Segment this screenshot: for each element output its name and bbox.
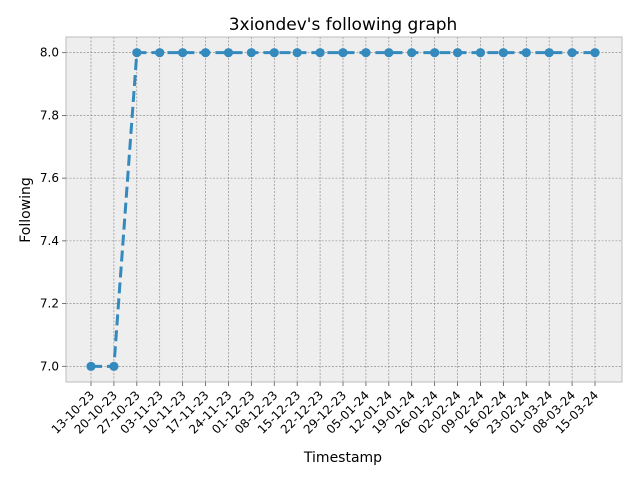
data-point xyxy=(86,361,96,371)
data-point xyxy=(498,48,508,58)
y-tick-label: 7.6 xyxy=(40,171,59,185)
data-point xyxy=(223,48,234,58)
series-line xyxy=(91,51,595,368)
data-point xyxy=(521,48,531,58)
data-point xyxy=(407,48,417,58)
data-point xyxy=(361,48,371,58)
data-point xyxy=(155,48,165,58)
data-point xyxy=(475,48,486,58)
data-point xyxy=(178,48,188,58)
data-point xyxy=(246,48,256,58)
axis-ticks: 13-10-2320-10-2327-10-2303-11-2310-11-23… xyxy=(40,46,601,437)
series-layer xyxy=(86,48,600,371)
y-tick-label: 7.8 xyxy=(40,108,59,122)
y-axis-label: Following xyxy=(18,177,34,243)
plot-background xyxy=(66,37,622,382)
data-point xyxy=(132,48,142,58)
y-tick-label: 7.2 xyxy=(40,297,59,311)
data-point xyxy=(200,48,211,58)
data-point xyxy=(292,48,302,58)
y-tick-label: 7.4 xyxy=(40,234,59,248)
y-tick-label: 8.0 xyxy=(40,46,59,60)
data-point xyxy=(430,48,440,58)
data-point xyxy=(590,48,600,58)
chart-title: 3xiondev's following graph xyxy=(229,15,458,35)
plot-frame xyxy=(65,36,623,383)
data-point xyxy=(338,48,348,58)
data-point xyxy=(269,48,279,58)
data-point xyxy=(384,48,394,58)
y-tick-label: 7.0 xyxy=(40,359,59,373)
data-point xyxy=(567,48,577,58)
data-point xyxy=(544,48,554,58)
data-point xyxy=(315,48,325,58)
data-point xyxy=(109,361,119,371)
data-point xyxy=(452,48,463,58)
x-axis-label: Timestamp xyxy=(303,450,382,466)
